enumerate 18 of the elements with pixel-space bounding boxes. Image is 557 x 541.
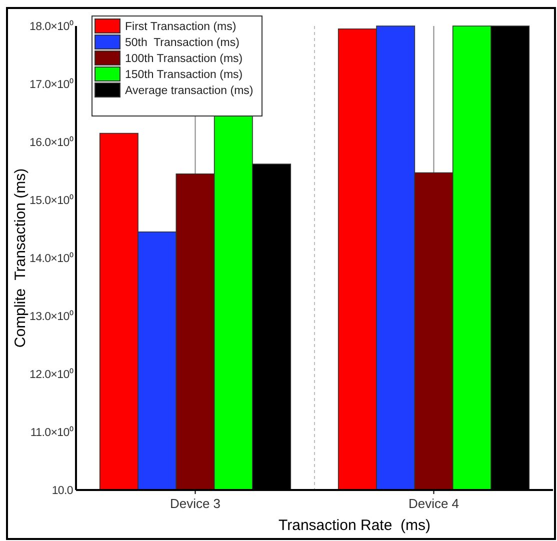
y-tick-label: 10.0 bbox=[52, 485, 73, 498]
legend-label: 100th Transaction (ms) bbox=[125, 53, 243, 66]
y-tick-label: 14.0×10⁰ bbox=[30, 252, 74, 266]
y-axis-title: Complite Transaction (ms) bbox=[12, 168, 29, 348]
y-tick-label: 17.0×10⁰ bbox=[30, 78, 74, 92]
legend-label: Average transaction (ms) bbox=[125, 85, 254, 98]
y-tick-label: 12.0×10⁰ bbox=[30, 368, 74, 382]
legend-label: First Transaction (ms) bbox=[125, 21, 236, 34]
x-tick-label: Device 4 bbox=[408, 496, 460, 511]
y-tick-label: 15.0×10⁰ bbox=[30, 194, 74, 208]
x-axis-title: Transaction Rate (ms) bbox=[278, 517, 430, 534]
y-tick-label: 16.0×10⁰ bbox=[30, 136, 74, 150]
y-tick-label: 18.0×10⁰ bbox=[30, 20, 74, 34]
legend-label: 150th Transaction (ms) bbox=[125, 69, 243, 82]
legend-label: 50th Transaction (ms) bbox=[125, 37, 240, 50]
y-tick-label: 13.0×10⁰ bbox=[30, 310, 74, 324]
x-tick-label: Device 3 bbox=[170, 496, 221, 511]
y-tick-label: 11.0×10⁰ bbox=[30, 426, 74, 440]
